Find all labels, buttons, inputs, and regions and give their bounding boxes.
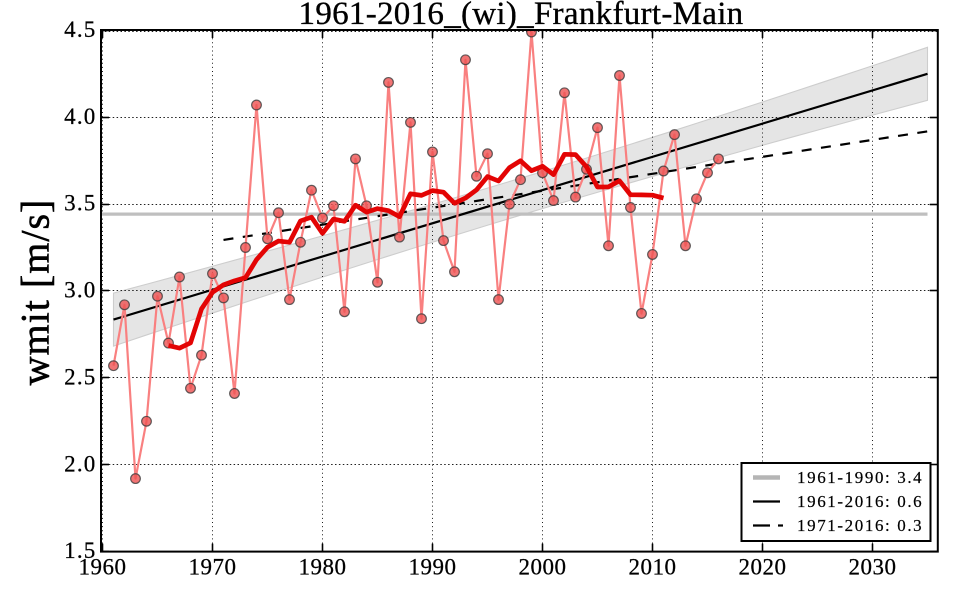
svg-text:1961-1990: 3.4: 1961-1990: 3.4 bbox=[797, 468, 923, 487]
svg-text:3.0: 3.0 bbox=[64, 278, 96, 303]
svg-text:1960: 1960 bbox=[79, 555, 127, 580]
svg-text:1970: 1970 bbox=[189, 555, 237, 580]
svg-text:3.5: 3.5 bbox=[64, 191, 96, 216]
svg-text:wmit [m/s]: wmit [m/s] bbox=[13, 199, 58, 386]
svg-text:1971-2016: 0.3: 1971-2016: 0.3 bbox=[797, 516, 923, 535]
svg-text:2010: 2010 bbox=[629, 555, 677, 580]
svg-text:1961-2016_(wi)_Frankfurt-Main: 1961-2016_(wi)_Frankfurt-Main bbox=[299, 0, 744, 32]
svg-text:4.0: 4.0 bbox=[64, 104, 96, 129]
svg-text:2030: 2030 bbox=[849, 555, 897, 580]
svg-text:2.0: 2.0 bbox=[64, 451, 96, 476]
svg-text:1980: 1980 bbox=[299, 555, 347, 580]
svg-text:2000: 2000 bbox=[519, 555, 567, 580]
svg-text:1990: 1990 bbox=[409, 555, 457, 580]
svg-text:4.5: 4.5 bbox=[64, 17, 96, 42]
svg-text:2020: 2020 bbox=[739, 555, 787, 580]
svg-text:2.5: 2.5 bbox=[64, 364, 96, 389]
svg-text:1961-2016: 0.6: 1961-2016: 0.6 bbox=[797, 492, 923, 511]
svg-text:1.5: 1.5 bbox=[64, 538, 96, 563]
